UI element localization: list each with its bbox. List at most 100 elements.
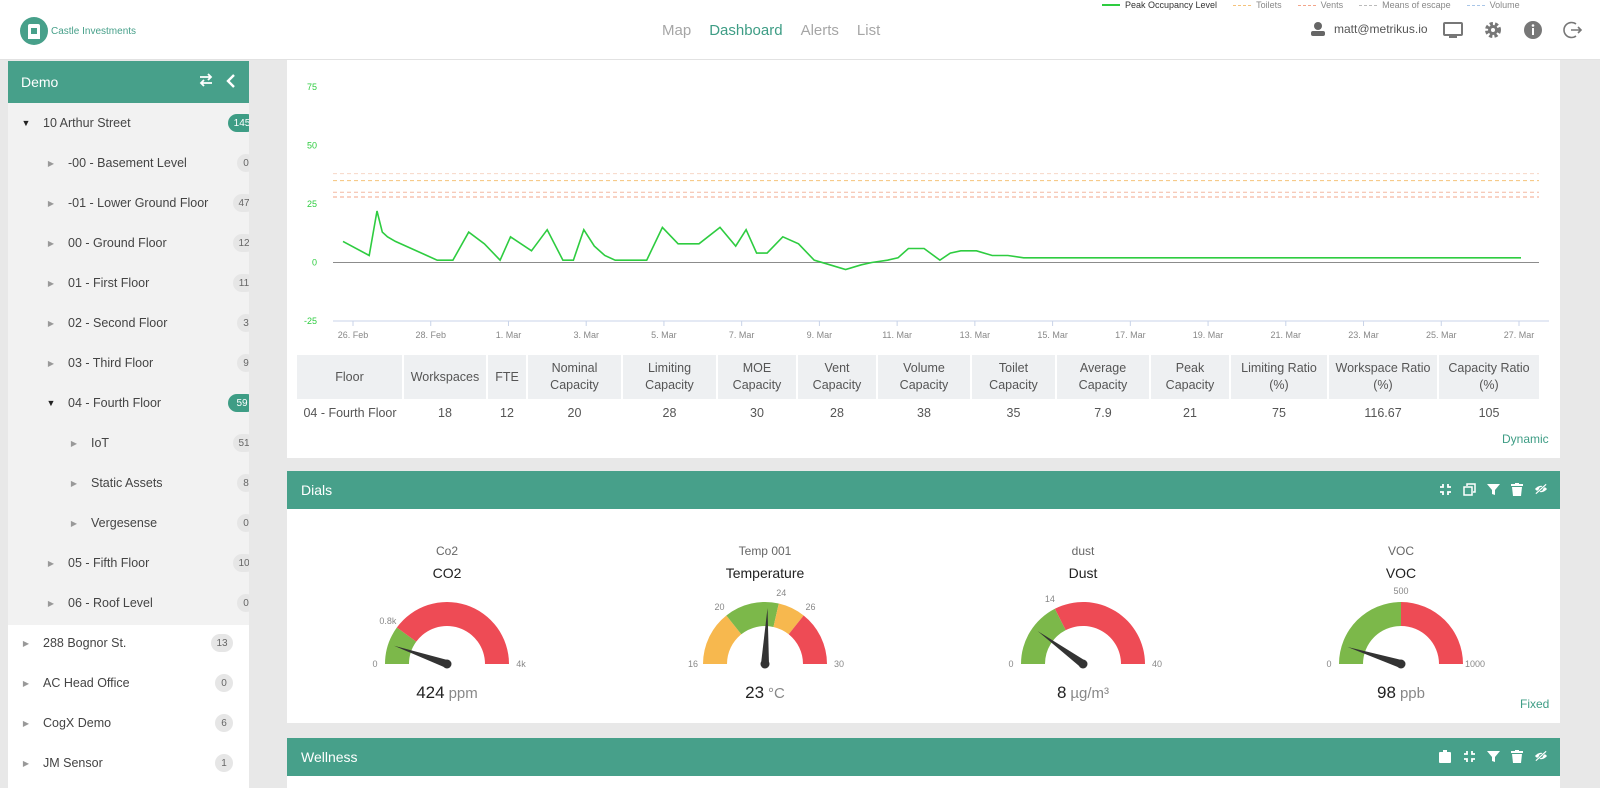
caret-right-icon[interactable]: ▶: [47, 238, 55, 248]
tree-item[interactable]: ▶ -00 - Basement Level 0: [8, 143, 249, 183]
nav-list[interactable]: List: [856, 22, 881, 39]
column-header[interactable]: Nominal Capacity: [527, 355, 623, 399]
tree-item[interactable]: ▼ 04 - Fourth Floor 59: [8, 383, 249, 423]
caret-right-icon[interactable]: ▶: [47, 358, 55, 368]
tree-item[interactable]: ▶ 288 Bognor St. 13: [8, 623, 249, 663]
gauge-min-label: 0: [1008, 659, 1013, 669]
tree-item-label: 00 - Ground Floor: [68, 236, 167, 250]
gauge-band: [385, 627, 417, 664]
gauge-min-label: 0: [1326, 659, 1331, 669]
legend-item[interactable]: Vents: [1297, 0, 1343, 10]
tablet-icon[interactable]: [1442, 19, 1464, 41]
count-badge: 0: [215, 674, 233, 692]
filter-icon[interactable]: [1486, 482, 1500, 496]
caret-right-icon[interactable]: ▶: [70, 438, 78, 448]
caret-right-icon[interactable]: ▶: [70, 518, 78, 528]
caret-right-icon[interactable]: ▶: [47, 158, 55, 168]
tree-item[interactable]: ▶ Vergesense 0: [8, 503, 249, 543]
caret-right-icon[interactable]: ▶: [22, 718, 30, 728]
legend-item[interactable]: Volume: [1466, 0, 1520, 10]
caret-right-icon[interactable]: ▶: [22, 758, 30, 768]
tree-item[interactable]: ▶ 01 - First Floor 11: [8, 263, 249, 303]
compress-icon[interactable]: [1462, 749, 1476, 763]
table-row[interactable]: 04 - Fourth Floor 18 12 20 28 30 28 38 35 7.9 21 75…: [297, 399, 1540, 427]
column-header[interactable]: Toilet Capacity: [971, 355, 1057, 399]
gauge-dial: dust Dust 0 40 14 8 µg/m³: [933, 471, 1233, 702]
tree-item[interactable]: ▶ 00 - Ground Floor 12: [8, 223, 249, 263]
tree-item[interactable]: ▶ AC Head Office 0: [8, 663, 249, 703]
filter-icon[interactable]: [1486, 749, 1500, 763]
copy-icon[interactable]: [1462, 482, 1476, 496]
column-header[interactable]: Workspaces: [403, 355, 488, 399]
caret-right-icon[interactable]: ▶: [70, 478, 78, 488]
column-header[interactable]: Vent Capacity: [797, 355, 878, 399]
compress-icon[interactable]: [1438, 482, 1452, 496]
caret-right-icon[interactable]: ▶: [47, 198, 55, 208]
tree-item[interactable]: ▶ 05 - Fifth Floor 10: [8, 543, 249, 583]
brand[interactable]: Castle Investments: [20, 17, 136, 45]
chart-mode-label[interactable]: Dynamic: [1502, 432, 1549, 446]
table-cell: 04 - Fourth Floor: [303, 406, 397, 420]
tree-item-label: -01 - Lower Ground Floor: [68, 196, 209, 210]
column-header[interactable]: Volume Capacity: [877, 355, 972, 399]
caret-right-icon[interactable]: ▶: [47, 558, 55, 568]
capacity-table: Floor Workspaces FTE Nominal Capacity Limiti…: [297, 355, 1541, 427]
caret-right-icon[interactable]: ▶: [47, 318, 55, 328]
gauge-band: [703, 615, 742, 664]
caret-down-icon[interactable]: ▼: [46, 398, 56, 408]
swap-icon[interactable]: [199, 73, 213, 87]
column-header[interactable]: Floor: [297, 355, 404, 399]
column-header[interactable]: FTE: [487, 355, 528, 399]
column-header[interactable]: MOE Capacity: [717, 355, 798, 399]
tree-item[interactable]: ▶ JM Sensor 1: [8, 743, 249, 783]
legend-item[interactable]: Toilets: [1233, 0, 1282, 10]
y-tick-label: 0: [312, 258, 317, 268]
legend-item[interactable]: Peak Occupancy Level: [1102, 0, 1217, 10]
tree-item[interactable]: ▶ 06 - Roof Level 0: [8, 583, 249, 623]
clipboard-icon[interactable]: [1438, 749, 1452, 763]
gear-icon[interactable]: [1482, 19, 1504, 41]
tree-item[interactable]: ▶ 02 - Second Floor 3: [8, 303, 249, 343]
table-cell: 30: [750, 406, 764, 420]
tree-item[interactable]: ▶ IoT 51: [8, 423, 249, 463]
column-header[interactable]: Workspace Ratio (%): [1328, 355, 1439, 399]
count-badge: 59: [228, 394, 249, 412]
logout-icon[interactable]: [1562, 19, 1584, 41]
tree-item[interactable]: ▶ Static Assets 8: [8, 463, 249, 503]
legend-item[interactable]: Means of escape: [1359, 0, 1451, 10]
tree-item-label: AC Head Office: [43, 676, 130, 690]
user-menu[interactable]: matt@metrikus.io: [1310, 21, 1428, 37]
tree-item[interactable]: ▼ 10 Arthur Street 145: [8, 103, 249, 143]
trash-icon[interactable]: [1510, 482, 1524, 496]
nav-alerts[interactable]: Alerts: [800, 22, 839, 39]
caret-down-icon[interactable]: ▼: [21, 118, 31, 128]
column-header[interactable]: Limiting Ratio (%): [1230, 355, 1329, 399]
eye-slash-icon[interactable]: [1534, 749, 1548, 763]
occupancy-chart: 75 50 25 0 -25 26. Feb 28. Feb 1. Mar 3. Mar 5. M…: [304, 82, 1549, 340]
caret-right-icon[interactable]: ▶: [47, 278, 55, 288]
caret-right-icon[interactable]: ▶: [22, 678, 30, 688]
column-header[interactable]: Capacity Ratio (%): [1438, 355, 1541, 399]
caret-right-icon[interactable]: ▶: [47, 598, 55, 608]
dial-title: CO2: [432, 565, 462, 581]
dials-mode-label[interactable]: Fixed: [1520, 697, 1550, 711]
column-header[interactable]: Average Capacity: [1056, 355, 1151, 399]
chevron-left-icon[interactable]: [225, 73, 237, 89]
eye-slash-icon[interactable]: [1534, 482, 1548, 496]
gauge-tick-label: 500: [1393, 586, 1408, 596]
column-header[interactable]: Peak Capacity: [1150, 355, 1231, 399]
nav-dashboard[interactable]: Dashboard: [709, 22, 783, 39]
count-badge: 145: [228, 114, 249, 132]
occupancy-chart-panel: 75 50 25 0 -25 26. Feb 28. Feb 1. Mar 3. Mar 5. M…: [287, 0, 1560, 458]
column-header[interactable]: Limiting Capacity: [622, 355, 718, 399]
trash-icon[interactable]: [1510, 749, 1524, 763]
tree-item[interactable]: ▶ 03 - Third Floor 9: [8, 343, 249, 383]
legend-label: Peak Occupancy Level: [1125, 0, 1218, 10]
info-icon[interactable]: [1522, 19, 1544, 41]
caret-right-icon[interactable]: ▶: [22, 638, 30, 648]
wellness-header: Wellness: [287, 738, 1560, 776]
top-bar: Castle Investments Map Dashboard Alerts …: [0, 0, 1600, 60]
tree-item[interactable]: ▶ -01 - Lower Ground Floor 47: [8, 183, 249, 223]
nav-map[interactable]: Map: [662, 22, 692, 39]
tree-item[interactable]: ▶ CogX Demo 6: [8, 703, 249, 743]
